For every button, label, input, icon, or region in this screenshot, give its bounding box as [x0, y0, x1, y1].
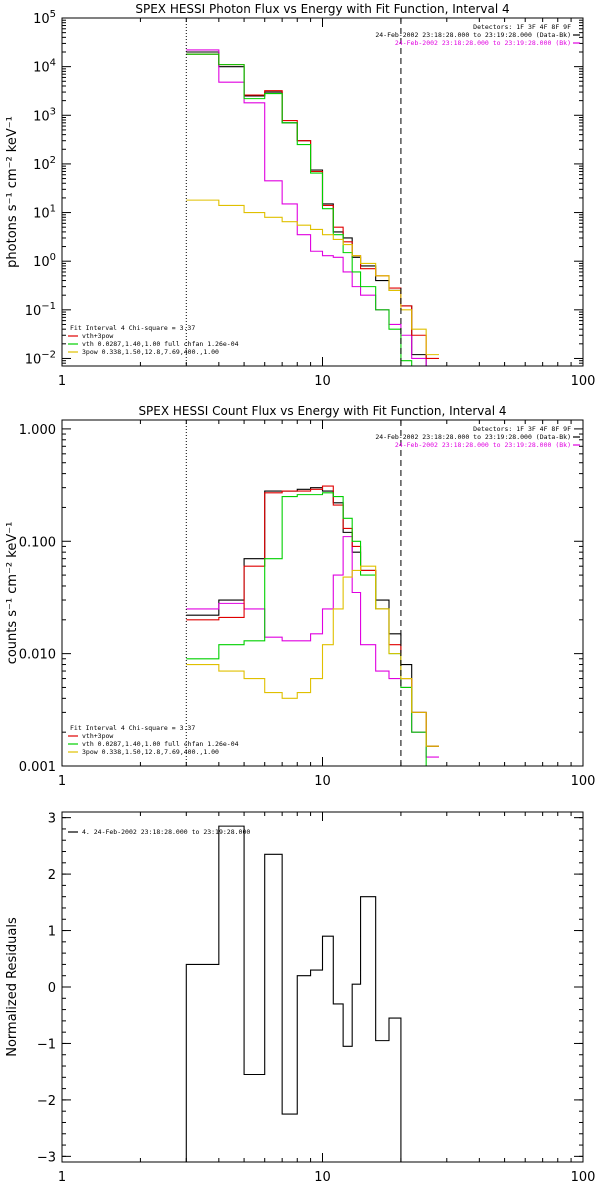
y-tick-label: 104 — [33, 58, 56, 76]
y-axis-label: Normalized Residuals — [5, 917, 20, 1057]
y-tick-label: 10−1 — [25, 301, 56, 319]
y-tick-label: 0 — [48, 981, 56, 996]
y-tick-label: 1.000 — [19, 423, 56, 438]
plot-frame — [61, 811, 584, 1163]
info-text: 24-Feb-2002 23:18:28.000 to 23:19:28.000… — [395, 39, 571, 47]
y-tick-label: 0.010 — [19, 648, 56, 663]
x-tick-label: 1 — [58, 774, 66, 789]
chart-title: SPEX HESSI Count Flux vs Energy with Fit… — [138, 404, 506, 418]
y-tick-label: 103 — [33, 106, 56, 124]
info-text: 24-Feb-2002 23:18:28.000 to 23:19:28.000… — [375, 31, 571, 39]
info-text: 24-Feb-2002 23:18:28.000 to 23:19:28.000… — [375, 433, 571, 441]
info-text: Detectors: 1F 3F 4F 8F 9F — [473, 425, 571, 433]
y-tick-label: 10−2 — [25, 349, 56, 367]
y-tick-label: −1 — [37, 1037, 56, 1052]
series-line-1 — [185, 825, 402, 1162]
y-tick-label: 2 — [48, 868, 56, 883]
legend-text: 4. 24-Feb-2002 23:18:28.000 to 23:19:28.… — [82, 828, 250, 836]
x-tick-label: 1 — [58, 1170, 66, 1185]
x-tick-label: 1 — [58, 374, 66, 389]
y-tick-label: 105 — [33, 9, 56, 27]
y-tick-label: 102 — [33, 155, 56, 173]
legend-text: vth 0.0287,1.40,1.00 full chfan 1.26e-04 — [82, 740, 239, 748]
chart-panel-3: Normalized Residuals 1 10 100 −3 −2 −1 0 1 2 3 4. 2… — [5, 811, 596, 1185]
x-tick-label: 10 — [314, 1170, 331, 1185]
legend-text: Fit Interval 4 Chi-square = 3.37 — [70, 324, 195, 332]
plot-frame — [61, 419, 584, 767]
legend-text: vth+3pow — [82, 332, 113, 340]
y-tick-label: −3 — [37, 1150, 56, 1165]
legend-text: vth+3pow — [82, 732, 113, 740]
y-tick-label: 3 — [48, 812, 56, 827]
y-tick-label: 1 — [48, 925, 56, 940]
series-line-5 — [186, 565, 439, 747]
y-tick-label: −2 — [37, 1094, 56, 1109]
y-axis-label: photons s⁻¹ cm⁻² keV⁻¹ — [5, 116, 20, 268]
y-tick-label: 100 — [33, 252, 56, 270]
x-tick-label: 100 — [571, 374, 596, 389]
chart-title: SPEX HESSI Photon Flux vs Energy with Fi… — [135, 2, 509, 16]
x-tick-label: 100 — [571, 1170, 596, 1185]
y-tick-label: 101 — [33, 204, 56, 222]
x-tick-label: 10 — [314, 774, 331, 789]
y-tick-label: 0.001 — [19, 760, 56, 775]
legend-text: Fit Interval 4 Chi-square = 3.37 — [70, 724, 195, 732]
legend-text: 3pow 0.338,1.50,12.8,7.69,400.,1.00 — [82, 348, 219, 356]
y-tick-label: 0.100 — [19, 535, 56, 550]
chart-panel-2: SPEX HESSI Count Flux vs Energy with Fit… — [5, 404, 595, 789]
legend-text: 3pow 0.338,1.50,12.8,7.69,400.,1.00 — [82, 748, 219, 756]
x-tick-label: 100 — [571, 774, 596, 789]
info-text: 24-Feb-2002 23:18:28.000 to 23:19:28.000… — [395, 441, 571, 449]
legend-text: vth 0.0287,1.40,1.00 full chfan 1.26e-04 — [82, 340, 239, 348]
info-text: Detectors: 1F 3F 4F 8F 9F — [473, 23, 571, 31]
chart-panel-1: SPEX HESSI Photon Flux vs Energy with Fi… — [5, 2, 595, 389]
y-axis-label: counts s⁻¹ cm⁻² keV⁻¹ — [5, 522, 20, 665]
x-tick-label: 10 — [314, 374, 331, 389]
